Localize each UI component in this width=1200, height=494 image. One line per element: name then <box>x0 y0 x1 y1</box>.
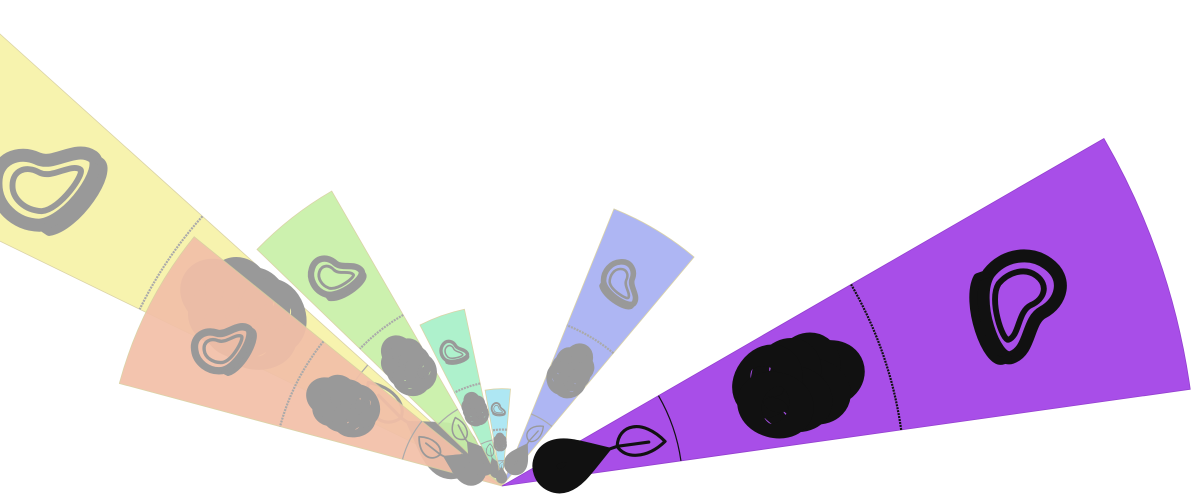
sector-teal-ring-3 <box>453 382 481 394</box>
sector-purple-ring-2 <box>657 395 682 461</box>
wheat-icon <box>734 346 847 427</box>
sector-red-wedge <box>118 236 503 487</box>
sector-green-ring-2 <box>437 408 459 425</box>
sector-red <box>118 236 503 487</box>
sector-red-ring-2 <box>401 420 423 460</box>
sector-purple-wedge <box>501 137 1191 487</box>
sector-cyan <box>484 388 511 487</box>
sector-teal-ring-2 <box>480 439 493 445</box>
droplet-icon <box>507 448 529 472</box>
wheat-icon <box>465 397 486 426</box>
sector-teal <box>419 308 502 487</box>
sector-green-ring-3 <box>359 313 404 350</box>
sector-blue-ring-2 <box>530 413 553 427</box>
sector-blue <box>501 208 695 487</box>
sector-blue-ring-3 <box>566 324 615 355</box>
sector-cyan-ring-3 <box>492 428 508 432</box>
sector-purple <box>501 137 1191 487</box>
sector-green-wedge <box>256 190 503 487</box>
sector-blue-wedge <box>501 208 695 487</box>
sector-red-ring-3 <box>278 340 325 427</box>
sector-purple-ring-3 <box>850 283 903 431</box>
droplet-icon <box>540 441 595 485</box>
droplet-icon <box>498 471 505 481</box>
sector-yellow-wedge <box>0 33 503 487</box>
wheat-icon <box>496 436 504 451</box>
sector-green <box>256 190 503 487</box>
sectors-layer <box>0 33 1191 487</box>
